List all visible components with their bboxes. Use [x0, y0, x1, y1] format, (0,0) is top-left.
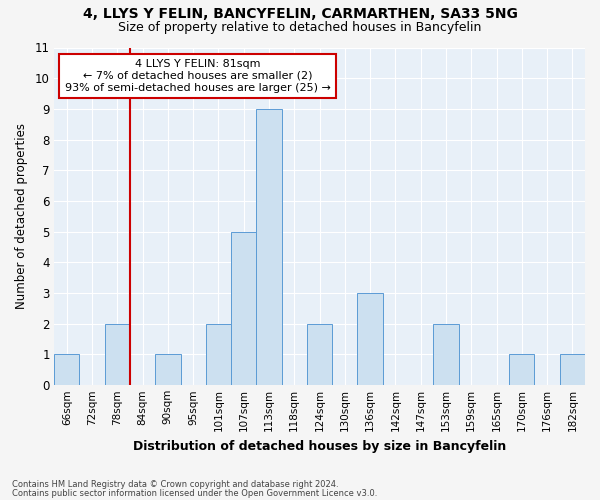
X-axis label: Distribution of detached houses by size in Bancyfelin: Distribution of detached houses by size … — [133, 440, 506, 452]
Bar — [104, 324, 130, 385]
Bar — [155, 354, 181, 385]
Y-axis label: Number of detached properties: Number of detached properties — [15, 123, 28, 309]
Text: Contains HM Land Registry data © Crown copyright and database right 2024.: Contains HM Land Registry data © Crown c… — [12, 480, 338, 489]
Text: 4 LLYS Y FELIN: 81sqm
← 7% of detached houses are smaller (2)
93% of semi-detach: 4 LLYS Y FELIN: 81sqm ← 7% of detached h… — [65, 60, 331, 92]
Bar — [231, 232, 256, 385]
Bar — [307, 324, 332, 385]
Bar — [54, 354, 79, 385]
Text: 4, LLYS Y FELIN, BANCYFELIN, CARMARTHEN, SA33 5NG: 4, LLYS Y FELIN, BANCYFELIN, CARMARTHEN,… — [83, 8, 517, 22]
Text: Contains public sector information licensed under the Open Government Licence v3: Contains public sector information licen… — [12, 488, 377, 498]
Bar — [433, 324, 458, 385]
Bar — [560, 354, 585, 385]
Text: Size of property relative to detached houses in Bancyfelin: Size of property relative to detached ho… — [118, 21, 482, 34]
Bar — [206, 324, 231, 385]
Bar — [509, 354, 535, 385]
Bar — [256, 109, 281, 385]
Bar — [358, 293, 383, 385]
